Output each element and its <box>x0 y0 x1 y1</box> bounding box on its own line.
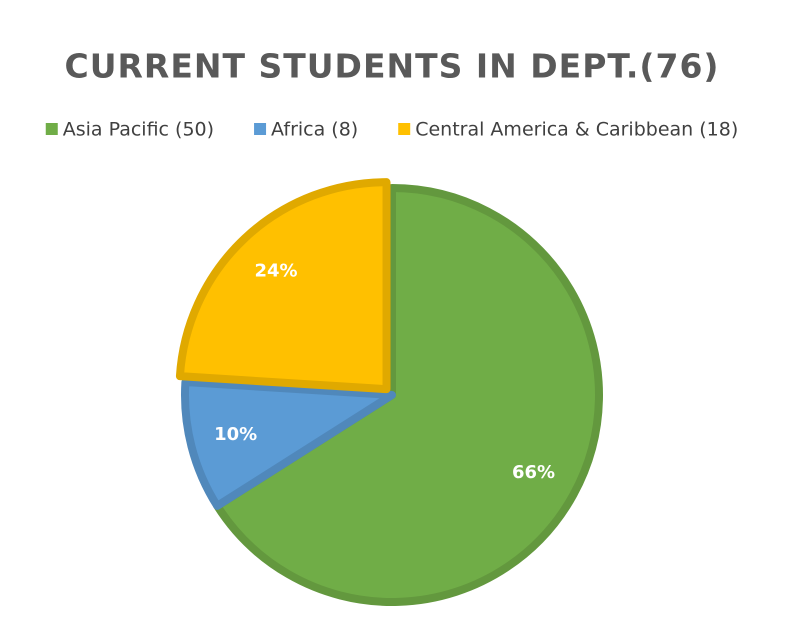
legend-item: Central America & Caribbean (18) <box>398 119 738 141</box>
pie: 66% 10% 24% <box>175 178 603 606</box>
legend-label: Africa (8) <box>271 119 358 141</box>
legend-item: Asia Pacific (50) <box>45 119 214 141</box>
legend-swatch <box>45 123 58 135</box>
pie-slice <box>213 184 603 606</box>
pie-slice <box>175 178 391 394</box>
legend-swatch <box>254 123 267 135</box>
value-label: 10% <box>214 424 257 445</box>
value-label: 24% <box>254 260 297 281</box>
pie-slice <box>181 378 396 510</box>
legend-label: Central America & Caribbean (18) <box>415 119 738 141</box>
legend-label: Asia Pacific (50) <box>63 119 214 141</box>
value-label: 66% <box>512 462 555 483</box>
legend: Asia Pacific (50) Africa (8) Central Ameri… <box>45 119 738 141</box>
legend-swatch <box>398 123 411 135</box>
chart-title: CURRENT STUDENTS IN DEPT.(76) <box>64 47 719 86</box>
legend-item: Africa (8) <box>254 119 358 141</box>
